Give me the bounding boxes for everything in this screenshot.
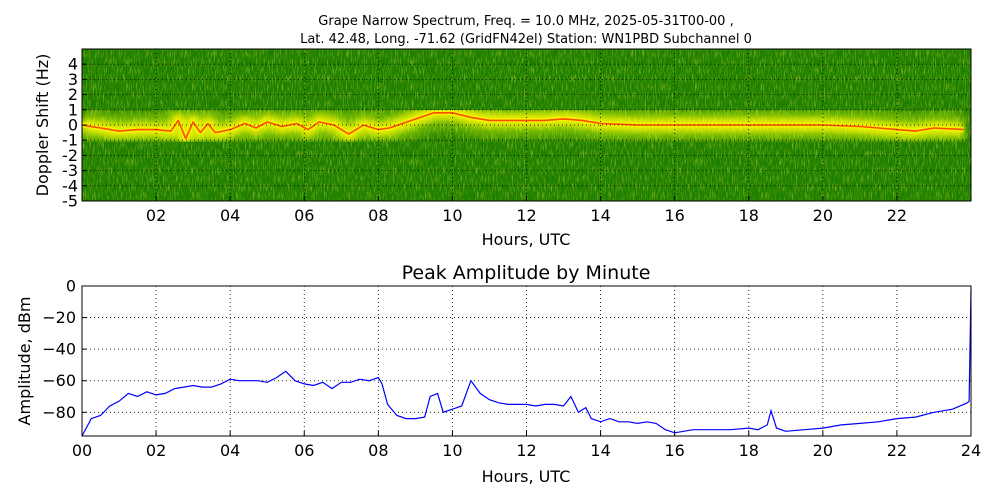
- amplitude-x-tick-label: 08: [368, 441, 388, 460]
- amplitude-x-tick-label: 10: [442, 441, 462, 460]
- amplitude-plot-area: [82, 286, 971, 436]
- spectrogram-x-tick-label: 02: [146, 206, 166, 225]
- amplitude-x-tick-label: 16: [664, 441, 684, 460]
- amplitude-x-tick-label: 18: [739, 441, 759, 460]
- amplitude-x-tick-label: 24: [961, 441, 981, 460]
- spectrogram-y-tick-label: -5: [62, 192, 78, 211]
- spectrogram-x-tick-label: 08: [368, 206, 388, 225]
- spectrogram-y-label: Doppler Shift (Hz): [33, 54, 52, 197]
- amplitude-x-tick-label: 20: [813, 441, 833, 460]
- amplitude-y-tick-label: −60: [42, 371, 76, 390]
- spectrogram-x-tick-label: 12: [516, 206, 536, 225]
- amplitude-y-ticks: 0 −20 −40 −60 −80: [42, 277, 87, 422]
- spectrogram-x-tick-label: 10: [442, 206, 462, 225]
- amplitude-y-tick-label: −20: [42, 308, 76, 327]
- spectrogram-x-label: Hours, UTC: [482, 230, 571, 249]
- amplitude-x-tick-label: 06: [294, 441, 314, 460]
- amplitude-x-ticks: 00 02 04 06 08 10 12 14 16 18 20 22 24: [72, 431, 981, 460]
- amplitude-series-line: [81, 289, 972, 437]
- amplitude-y-tick-label: −40: [42, 340, 76, 359]
- spectrogram-image: [82, 49, 971, 201]
- spectrogram-x-ticks: 02 04 06 08 10 12 14 16 18 20 22: [146, 196, 907, 225]
- spectrogram-x-tick-label: 18: [739, 206, 759, 225]
- amplitude-y-tick-label: 0: [66, 277, 76, 296]
- amplitude-x-tick-label: 12: [516, 441, 536, 460]
- amplitude-x-tick-label: 14: [590, 441, 610, 460]
- spectrogram-x-tick-label: 06: [294, 206, 314, 225]
- spectrogram-x-tick-label: 04: [220, 206, 240, 225]
- spectrogram-x-tick-label: 22: [887, 206, 907, 225]
- spectrogram-y-tick-label: -2: [62, 146, 78, 165]
- amplitude-y-label: Amplitude, dBm: [15, 297, 34, 426]
- spectrogram-y-tick-label: 0: [68, 116, 78, 135]
- spectrogram-y-tick-label: -1: [62, 131, 78, 150]
- amplitude-y-tick-label: −80: [42, 403, 76, 422]
- amplitude-title: Peak Amplitude by Minute: [402, 262, 651, 284]
- spectrogram-title-line2: Lat. 42.48, Long. -71.62 (GridFN42el) St…: [300, 32, 752, 47]
- spectrogram-y-tick-label: 1: [68, 100, 78, 119]
- spectrogram-y-tick-label: 3: [68, 70, 78, 89]
- spectrogram-y-tick-label: 2: [68, 85, 78, 104]
- spectrogram-grid: [82, 49, 971, 201]
- amplitude-x-tick-label: 04: [220, 441, 240, 460]
- spectrogram-panel: Grape Narrow Spectrum, Freq. = 10.0 MHz,…: [33, 14, 972, 249]
- amplitude-x-tick-label: 22: [887, 441, 907, 460]
- amplitude-x-tick-label: 00: [72, 441, 92, 460]
- spectrogram-x-tick-label: 16: [664, 206, 684, 225]
- spectrogram-x-tick-label: 20: [813, 206, 833, 225]
- amplitude-x-label: Hours, UTC: [482, 467, 571, 486]
- spectrogram-title-line1: Grape Narrow Spectrum, Freq. = 10.0 MHz,…: [318, 14, 733, 29]
- spectrogram-x-tick-label: 14: [590, 206, 610, 225]
- spectrogram-y-tick-label: 4: [68, 55, 78, 74]
- spectrogram-y-tick-label: -3: [62, 161, 78, 180]
- amplitude-panel: Peak Amplitude by Minute 00 02 04 06 08 10 12 1…: [15, 262, 981, 486]
- spectrogram-y-tick-label: -4: [62, 176, 78, 195]
- amplitude-x-tick-label: 02: [146, 441, 166, 460]
